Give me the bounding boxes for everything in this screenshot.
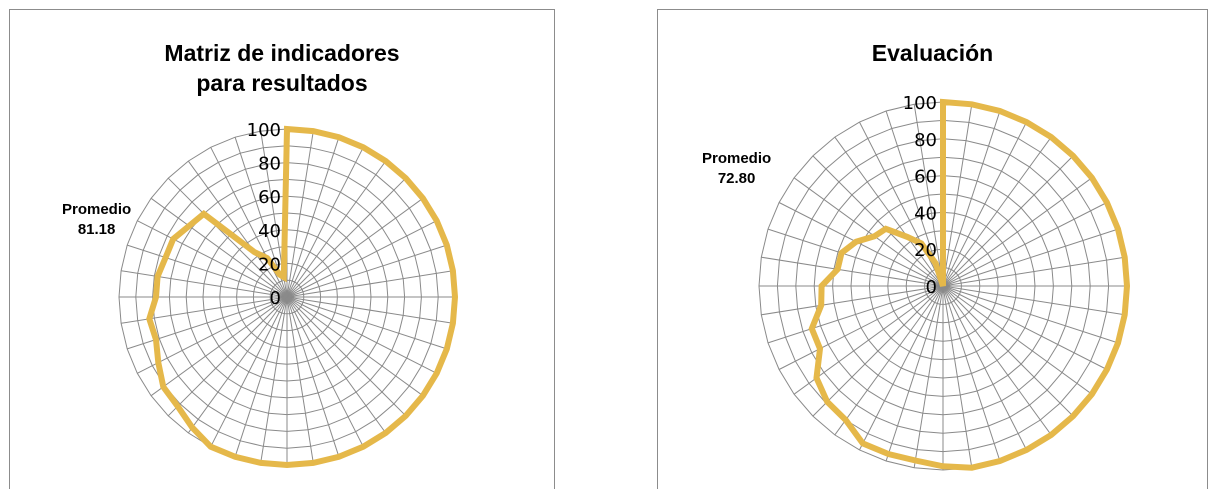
average-value: 72.80 [717, 170, 756, 187]
grid-spoke [286, 160, 387, 298]
grid-spoke [942, 121, 1027, 287]
radial-tick-label: 80 [914, 130, 937, 151]
grid-spoke [942, 110, 1001, 287]
grid-spoke [286, 296, 424, 397]
grid-spoke [187, 160, 288, 298]
radial-tick-label: 40 [258, 221, 281, 242]
grid-spoke [834, 136, 944, 287]
grid-spoke [767, 228, 944, 287]
grid-spoke [913, 104, 944, 287]
grid-spoke [286, 296, 387, 434]
grid-spoke [778, 285, 944, 370]
radar-plot: 0 20 40 60 80 100 [758, 93, 1131, 471]
grid-spoke [942, 285, 1108, 370]
grid-spoke [942, 285, 1052, 436]
average-label: Promedio [62, 201, 132, 218]
grid-spoke [859, 285, 944, 451]
grid-spoke [150, 296, 288, 397]
average-label: Promedio [702, 150, 772, 167]
grid-spoke [260, 296, 288, 463]
radial-tick-label: 60 [914, 167, 937, 188]
grid-spoke [286, 296, 407, 417]
grid-spoke [286, 177, 407, 298]
radial-tick-label: 40 [914, 203, 937, 224]
grid-spoke [942, 256, 1125, 287]
grid-spoke [942, 155, 1074, 287]
grid-spoke [942, 285, 1001, 462]
radar-chart-panel-left: Matriz de indicadores para resultados 0 2… [9, 9, 555, 489]
grid-spoke [137, 296, 288, 374]
grid-spoke [286, 147, 364, 298]
grid-spoke [942, 285, 973, 468]
grid-spoke [942, 285, 1125, 316]
grid-spoke [942, 285, 1027, 451]
grid-spoke [942, 136, 1052, 287]
radar-grid [758, 101, 1128, 471]
grid-spoke [121, 270, 288, 298]
grid-spoke [286, 270, 453, 298]
grid-spoke [286, 220, 437, 298]
grid-spoke [942, 285, 1093, 395]
chart-title: Evaluación [871, 40, 994, 66]
grid-spoke [286, 244, 447, 298]
grid-spoke [942, 228, 1119, 287]
grid-spoke [286, 296, 453, 324]
grid-spoke [793, 177, 944, 287]
grid-spoke [885, 285, 944, 462]
radial-tick-label: 80 [258, 154, 281, 175]
average-annotation: Promedio 81.18 [62, 200, 131, 240]
grid-spoke [286, 137, 340, 298]
grid-spoke [767, 285, 944, 344]
grid-spoke [286, 131, 314, 298]
grid-spoke [942, 177, 1093, 287]
radar-chart-panel-right: Evaluación 0 20 40 60 80 100 Promedio 72.80 [657, 9, 1208, 489]
grid-spoke [187, 296, 288, 434]
grid-spoke [137, 220, 288, 298]
grid-spoke [942, 285, 1119, 344]
radial-tick-label: 20 [258, 254, 281, 275]
average-value: 81.18 [77, 221, 116, 238]
series-line [808, 98, 1131, 471]
grid-spoke [942, 202, 1108, 287]
grid-spoke [234, 296, 288, 457]
grid-spoke [210, 296, 288, 447]
grid-spoke [167, 296, 288, 417]
grid-spoke [761, 285, 944, 316]
grid-spoke [286, 197, 424, 298]
chart-title: Matriz de indicadores para resultados [164, 40, 400, 96]
grid-spoke [286, 296, 314, 463]
radial-tick-label: 100 [903, 93, 937, 114]
grid-spoke [286, 296, 437, 374]
grid-spoke [127, 244, 288, 298]
grid-spoke [778, 202, 944, 287]
grid-spoke [167, 177, 288, 298]
grid-spoke [812, 285, 944, 417]
grid-spoke [286, 296, 364, 447]
grid-spoke [761, 256, 944, 287]
grid-spoke [913, 285, 944, 468]
average-annotation: Promedio 72.80 [702, 149, 771, 189]
grid-spoke [150, 197, 288, 298]
radial-tick-label: 0 [926, 277, 937, 298]
radial-tick-label: 100 [247, 120, 281, 141]
grid-spoke [834, 285, 944, 436]
radar-plot: 0 20 40 60 80 100 [118, 120, 459, 469]
grid-spoke [286, 296, 340, 457]
grid-spoke [942, 285, 1074, 417]
radial-tick-label: 0 [270, 288, 281, 309]
grid-spoke [286, 296, 447, 350]
grid-spoke [942, 104, 973, 287]
series-line [146, 125, 459, 469]
radial-tick-label: 60 [258, 187, 281, 208]
grid-spoke [812, 155, 944, 287]
radial-tick-label: 20 [914, 240, 937, 261]
